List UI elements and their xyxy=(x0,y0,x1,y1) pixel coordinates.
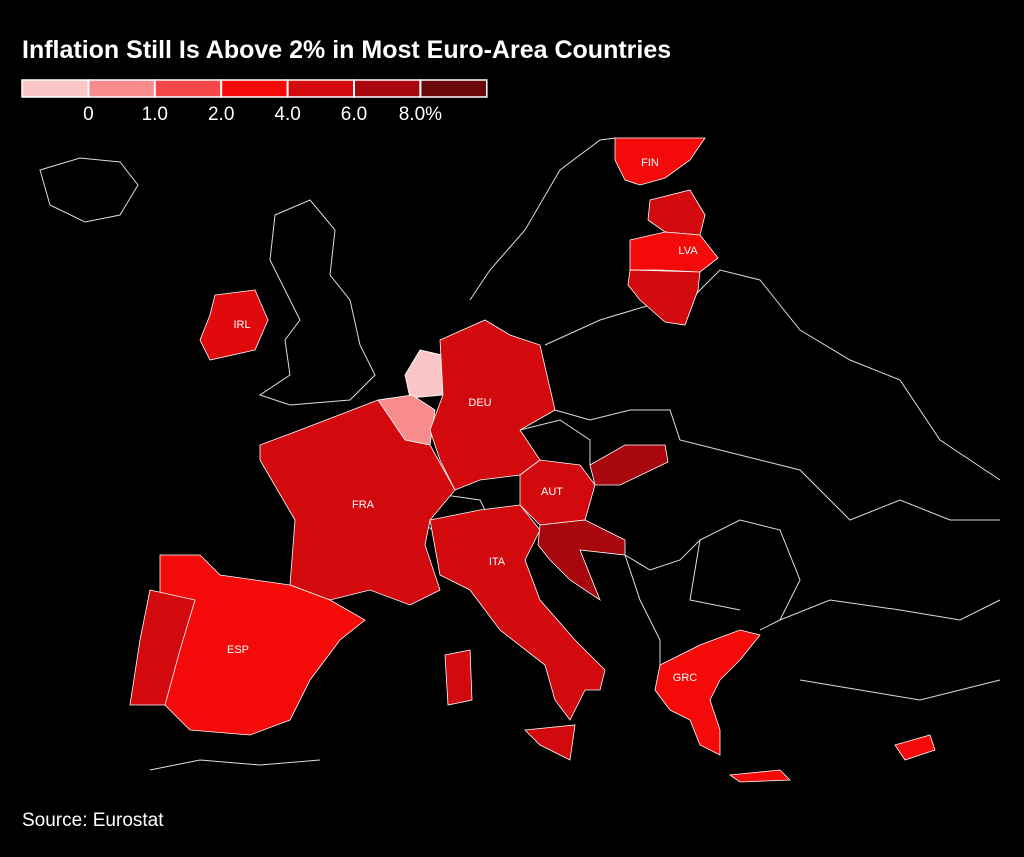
region-label: ITA xyxy=(489,556,506,568)
region xyxy=(629,231,719,273)
legend-swatch xyxy=(286,79,355,98)
region-label: ESP xyxy=(227,644,249,656)
legend-tick-label: 2.0 xyxy=(208,104,234,125)
region-label: AUT xyxy=(541,486,563,498)
region xyxy=(259,399,456,606)
region xyxy=(537,519,626,602)
legend-tick-label: 6.0 xyxy=(341,104,367,125)
legend-swatch xyxy=(154,79,222,98)
euro-area xyxy=(129,137,936,783)
legend-tick-label: 8.0% xyxy=(399,104,442,125)
region-label: FIN xyxy=(641,157,659,169)
region-label: DEU xyxy=(468,397,491,409)
region-label: FRA xyxy=(352,499,375,511)
legend-swatch xyxy=(353,79,422,98)
region-labels: FIN LVA IRL DEU FRA ESP ITA AUT GRC xyxy=(227,157,698,684)
source: Source: Eurostat xyxy=(22,810,164,831)
region xyxy=(519,459,596,526)
region xyxy=(647,189,706,236)
title: Inflation Still Is Above 2% in Most Euro… xyxy=(22,36,671,64)
region xyxy=(614,137,706,186)
legend-swatch xyxy=(220,79,289,98)
legend-tick-label: 1.0 xyxy=(142,104,168,125)
region xyxy=(589,444,669,486)
legend-tick-label: 0 xyxy=(83,104,94,125)
region xyxy=(429,504,606,761)
region xyxy=(199,289,269,361)
region-label: LVA xyxy=(678,245,698,257)
legend: 0 1.0 2.0 4.0 6.0 8.0% xyxy=(21,79,488,125)
region xyxy=(404,349,444,399)
legend-swatch xyxy=(419,79,488,98)
region xyxy=(129,589,196,706)
legend-swatch xyxy=(87,79,156,98)
region xyxy=(654,629,791,783)
legend-tick-label: 4.0 xyxy=(274,104,300,125)
legend-swatch xyxy=(21,79,90,98)
region xyxy=(894,734,936,761)
region-label: GRC xyxy=(673,672,698,684)
region xyxy=(627,269,701,326)
region-label: IRL xyxy=(233,319,250,331)
